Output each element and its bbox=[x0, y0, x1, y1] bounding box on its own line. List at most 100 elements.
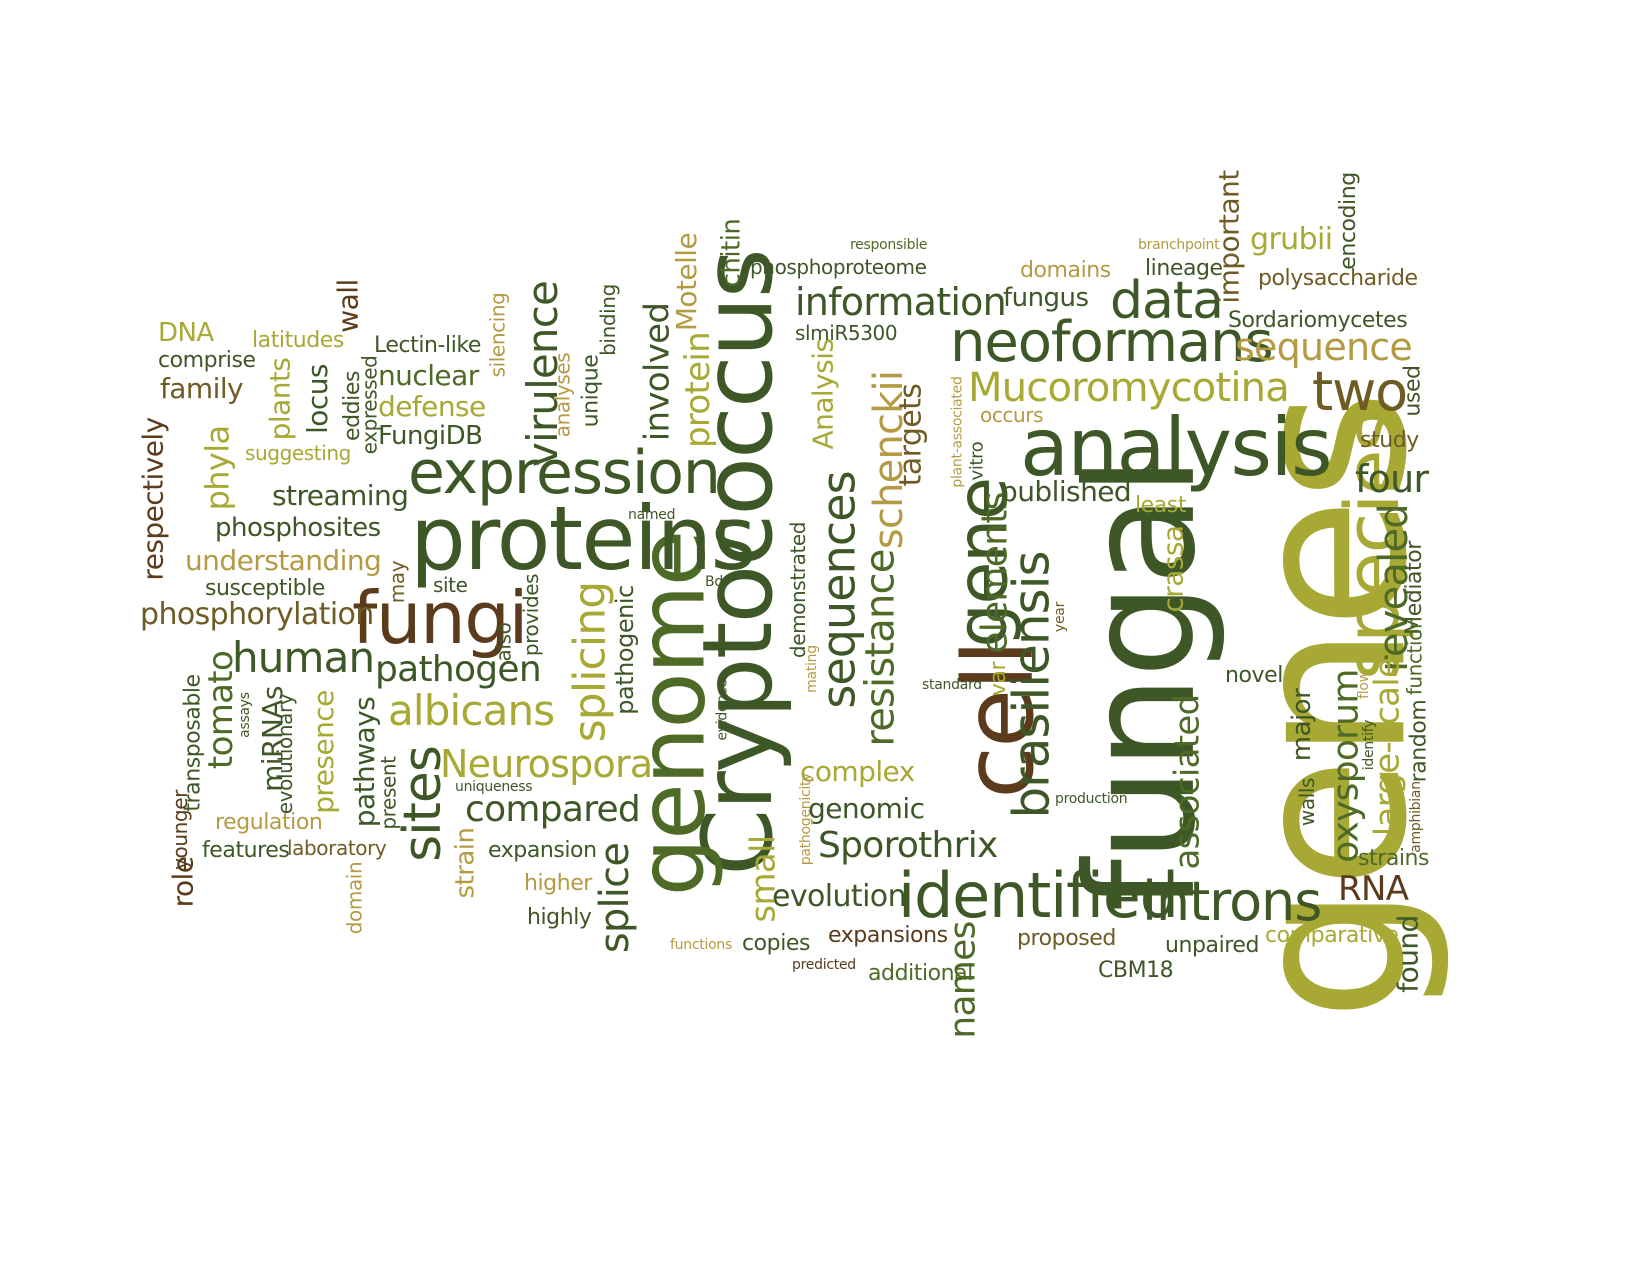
word-random: random bbox=[1406, 699, 1432, 783]
word-published: published bbox=[1000, 475, 1132, 508]
word-fungidb: FungiDB bbox=[378, 421, 483, 451]
word-sequence: sequence bbox=[1235, 325, 1413, 369]
word-amphibian: amphibian bbox=[1407, 781, 1424, 853]
word-functions: functions bbox=[670, 937, 732, 953]
word-pathogenic: pathogenic bbox=[610, 585, 639, 715]
word-production: production bbox=[1055, 791, 1128, 807]
word-branchpoint: branchpoint bbox=[1138, 237, 1220, 253]
word-evolutionary: evolutionary bbox=[273, 693, 298, 815]
word-function: function bbox=[1402, 616, 1427, 696]
word-neurospora: Neurospora bbox=[440, 742, 653, 786]
word-genomic: genomic bbox=[808, 792, 925, 825]
word-sporothrix: Sporothrix bbox=[818, 825, 998, 866]
word-pathways: pathways bbox=[348, 696, 382, 828]
word-flow: flow bbox=[1355, 671, 1372, 699]
word-four: four bbox=[1355, 457, 1429, 501]
word-named: named bbox=[628, 507, 676, 523]
word-mucoromycotina: Mucoromycotina bbox=[968, 365, 1290, 411]
word-expression: expression bbox=[408, 438, 721, 508]
word-complex: complex bbox=[800, 755, 915, 788]
word-unique: unique bbox=[578, 354, 604, 428]
word-phyla: phyla bbox=[198, 425, 237, 511]
word-latitudes: latitudes bbox=[252, 328, 344, 353]
word-fungi: fungi bbox=[352, 576, 529, 660]
word-respectively: respectively bbox=[136, 417, 170, 581]
word-assays: assays bbox=[236, 692, 253, 738]
word-identified: identified bbox=[898, 859, 1179, 932]
word-regulation: regulation bbox=[215, 810, 323, 835]
word-motelle: Motelle bbox=[670, 232, 704, 332]
word-site: site bbox=[433, 573, 468, 597]
word-also: also bbox=[491, 622, 516, 662]
word-lineage: lineage bbox=[1145, 256, 1223, 281]
word-uniqueness: uniqueness bbox=[455, 779, 533, 795]
word-phosphorylation: phosphorylation bbox=[140, 597, 374, 632]
word-laboratory: laboratory bbox=[287, 836, 387, 860]
word-family: family bbox=[160, 372, 244, 405]
word-proposed: proposed bbox=[1017, 926, 1116, 951]
word-major: major bbox=[1287, 688, 1318, 762]
word-analyses: analyses bbox=[550, 352, 575, 438]
word-resistance: resistance bbox=[857, 549, 904, 747]
word-expansions: expansions bbox=[828, 923, 948, 948]
word-protein: protein bbox=[678, 331, 719, 449]
word-locus: locus bbox=[300, 364, 334, 434]
word-lectin-like: Lectin-like bbox=[374, 333, 481, 358]
word-strain: strain bbox=[450, 827, 481, 899]
word-two: two bbox=[1312, 360, 1408, 423]
word-highly: highly bbox=[527, 905, 592, 930]
word-unpaired: unpaired bbox=[1165, 933, 1259, 958]
word-involved: involved bbox=[637, 302, 678, 442]
word-analysis-cap: Analysis bbox=[806, 338, 840, 450]
word-defense: defense bbox=[378, 390, 486, 423]
word-splicing: splicing bbox=[564, 581, 616, 743]
word-plants: plants bbox=[263, 357, 297, 441]
word-features: features bbox=[202, 838, 290, 863]
word-domains: domains bbox=[1020, 258, 1111, 283]
word-associated: associated bbox=[1167, 694, 1208, 870]
word-walls: walls bbox=[1295, 777, 1320, 827]
word-wall: wall bbox=[331, 279, 365, 333]
word-sordariomycetes: Sordariomycetes bbox=[1228, 308, 1408, 333]
word-expansion: expansion bbox=[488, 838, 597, 863]
word-mating: mating bbox=[803, 645, 820, 693]
word-encoding: encoding bbox=[1335, 172, 1361, 270]
word-introns: introns bbox=[1142, 870, 1322, 933]
word-analysis: analysis bbox=[1020, 401, 1333, 494]
word-albicans: albicans bbox=[388, 686, 555, 735]
word-comparative: comparative bbox=[1265, 923, 1399, 948]
word-crassa: crassa bbox=[1156, 525, 1190, 613]
word-identify: identify bbox=[1361, 719, 1378, 771]
word-presence: presence bbox=[306, 690, 340, 814]
word-phosphoproteome: phosphoproteome bbox=[750, 255, 927, 279]
word-tomato: tomato bbox=[201, 650, 242, 770]
word-proteins: proteins bbox=[410, 487, 756, 590]
word-nuclear: nuclear bbox=[378, 359, 479, 392]
word-understanding: understanding bbox=[185, 544, 382, 577]
word-binding: binding bbox=[595, 284, 620, 356]
word-study: study bbox=[1360, 428, 1419, 453]
word-var: var bbox=[986, 661, 1012, 697]
word-role: role bbox=[166, 856, 200, 908]
word-present: present bbox=[376, 756, 401, 830]
word-sequences: sequences bbox=[811, 471, 866, 709]
word-vitro: vitro bbox=[966, 441, 988, 481]
word-least: least bbox=[1135, 493, 1187, 518]
word-higher: higher bbox=[524, 871, 592, 896]
word-standard: standard bbox=[922, 677, 982, 693]
word-susceptible: susceptible bbox=[205, 576, 325, 601]
word-silencing: silencing bbox=[485, 292, 510, 378]
word-targets: targets bbox=[893, 383, 929, 487]
word-responsible: responsible bbox=[850, 237, 928, 253]
word-found: found bbox=[1391, 915, 1425, 993]
word-data: data bbox=[1110, 271, 1224, 331]
word-used: used bbox=[1400, 365, 1426, 417]
word-phosphosites: phosphosites bbox=[215, 513, 381, 543]
word-cbm18: CBM18 bbox=[1098, 958, 1174, 983]
word-year: year bbox=[1052, 601, 1069, 633]
word-evolution: evolution bbox=[772, 879, 907, 914]
word-small: small bbox=[743, 835, 784, 923]
word-elements: elements bbox=[974, 492, 1016, 654]
word-human: human bbox=[232, 633, 375, 682]
